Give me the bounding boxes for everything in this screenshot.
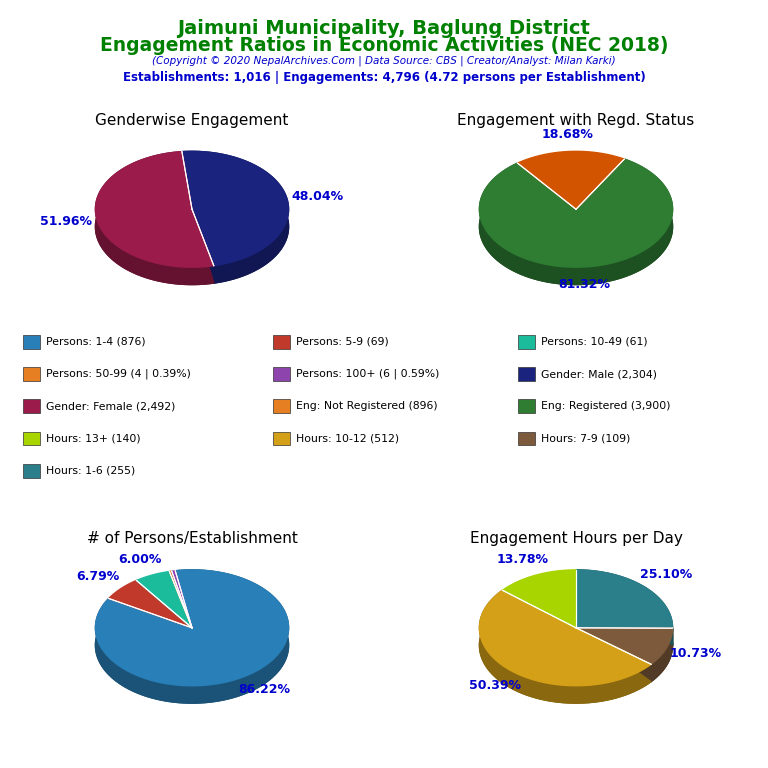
Polygon shape [576, 159, 624, 227]
Text: 18.68%: 18.68% [542, 127, 594, 141]
Polygon shape [576, 627, 673, 664]
Text: (Copyright © 2020 NepalArchives.Com | Data Source: CBS | Creator/Analyst: Milan : (Copyright © 2020 NepalArchives.Com | Da… [152, 55, 616, 66]
Text: Hours: 1-6 (255): Hours: 1-6 (255) [46, 465, 135, 476]
Text: 13.78%: 13.78% [497, 553, 548, 566]
Polygon shape [172, 588, 192, 627]
Polygon shape [95, 570, 289, 703]
Text: Gender: Female (2,492): Gender: Female (2,492) [46, 401, 175, 412]
Polygon shape [479, 159, 673, 285]
Polygon shape [479, 591, 651, 703]
Polygon shape [576, 570, 673, 646]
Polygon shape [137, 589, 192, 627]
Title: # of Persons/Establishment: # of Persons/Establishment [87, 531, 297, 546]
Polygon shape [170, 571, 192, 627]
Polygon shape [576, 627, 673, 682]
Text: Hours: 13+ (140): Hours: 13+ (140) [46, 433, 141, 444]
Polygon shape [109, 598, 192, 645]
Polygon shape [576, 588, 673, 646]
Polygon shape [137, 571, 192, 627]
Text: 81.32%: 81.32% [558, 278, 610, 291]
Polygon shape [479, 177, 673, 285]
Polygon shape [182, 151, 192, 227]
Polygon shape [192, 209, 214, 283]
Text: Establishments: 1,016 | Engagements: 4,796 (4.72 persons per Establishment): Establishments: 1,016 | Engagements: 4,7… [123, 71, 645, 84]
Text: Hours: 7-9 (109): Hours: 7-9 (109) [541, 433, 631, 444]
Text: Persons: 100+ (6 | 0.59%): Persons: 100+ (6 | 0.59%) [296, 369, 439, 379]
Text: 51.96%: 51.96% [40, 215, 92, 228]
Polygon shape [502, 570, 576, 627]
Polygon shape [182, 169, 289, 283]
Text: Jaimuni Municipality, Baglung District: Jaimuni Municipality, Baglung District [177, 19, 591, 38]
Polygon shape [576, 570, 673, 628]
Title: Engagement Hours per Day: Engagement Hours per Day [469, 531, 683, 546]
Title: Genderwise Engagement: Genderwise Engagement [95, 113, 289, 127]
Polygon shape [95, 570, 289, 686]
Polygon shape [518, 169, 624, 209]
Polygon shape [479, 607, 651, 703]
Text: Engagement Ratios in Economic Activities (NEC 2018): Engagement Ratios in Economic Activities… [100, 36, 668, 55]
Polygon shape [479, 159, 673, 267]
Text: 48.04%: 48.04% [292, 190, 344, 204]
Polygon shape [518, 163, 576, 227]
Text: Persons: 10-49 (61): Persons: 10-49 (61) [541, 336, 648, 347]
Polygon shape [651, 628, 673, 682]
Polygon shape [502, 591, 576, 645]
Polygon shape [182, 151, 192, 227]
Polygon shape [95, 169, 214, 285]
Polygon shape [518, 151, 624, 209]
Text: Persons: 5-9 (69): Persons: 5-9 (69) [296, 336, 389, 347]
Text: 50.39%: 50.39% [468, 679, 521, 692]
Text: 6.00%: 6.00% [118, 553, 161, 566]
Polygon shape [576, 627, 651, 682]
Text: Persons: 50-99 (4 | 0.39%): Persons: 50-99 (4 | 0.39%) [46, 369, 191, 379]
Polygon shape [182, 151, 289, 283]
Polygon shape [95, 588, 289, 703]
Polygon shape [95, 151, 214, 285]
Text: Persons: 1-4 (876): Persons: 1-4 (876) [46, 336, 146, 347]
Text: Eng: Registered (3,900): Eng: Registered (3,900) [541, 401, 671, 412]
Polygon shape [170, 588, 192, 627]
Polygon shape [172, 571, 192, 627]
Polygon shape [576, 627, 651, 682]
Polygon shape [576, 627, 673, 646]
Polygon shape [175, 571, 192, 645]
Text: Hours: 10-12 (512): Hours: 10-12 (512) [296, 433, 399, 444]
Polygon shape [479, 591, 651, 686]
Text: 25.10%: 25.10% [641, 568, 693, 581]
Polygon shape [109, 581, 192, 627]
Polygon shape [95, 151, 214, 267]
Polygon shape [182, 151, 289, 266]
Text: Gender: Male (2,304): Gender: Male (2,304) [541, 369, 657, 379]
Polygon shape [192, 209, 214, 283]
Text: Eng: Not Registered (896): Eng: Not Registered (896) [296, 401, 437, 412]
Title: Engagement with Regd. Status: Engagement with Regd. Status [458, 113, 694, 127]
Text: 10.73%: 10.73% [670, 647, 722, 660]
Text: 86.22%: 86.22% [239, 684, 291, 696]
Text: 6.79%: 6.79% [77, 571, 120, 584]
Polygon shape [109, 598, 192, 627]
Polygon shape [576, 627, 673, 646]
Polygon shape [502, 588, 576, 627]
